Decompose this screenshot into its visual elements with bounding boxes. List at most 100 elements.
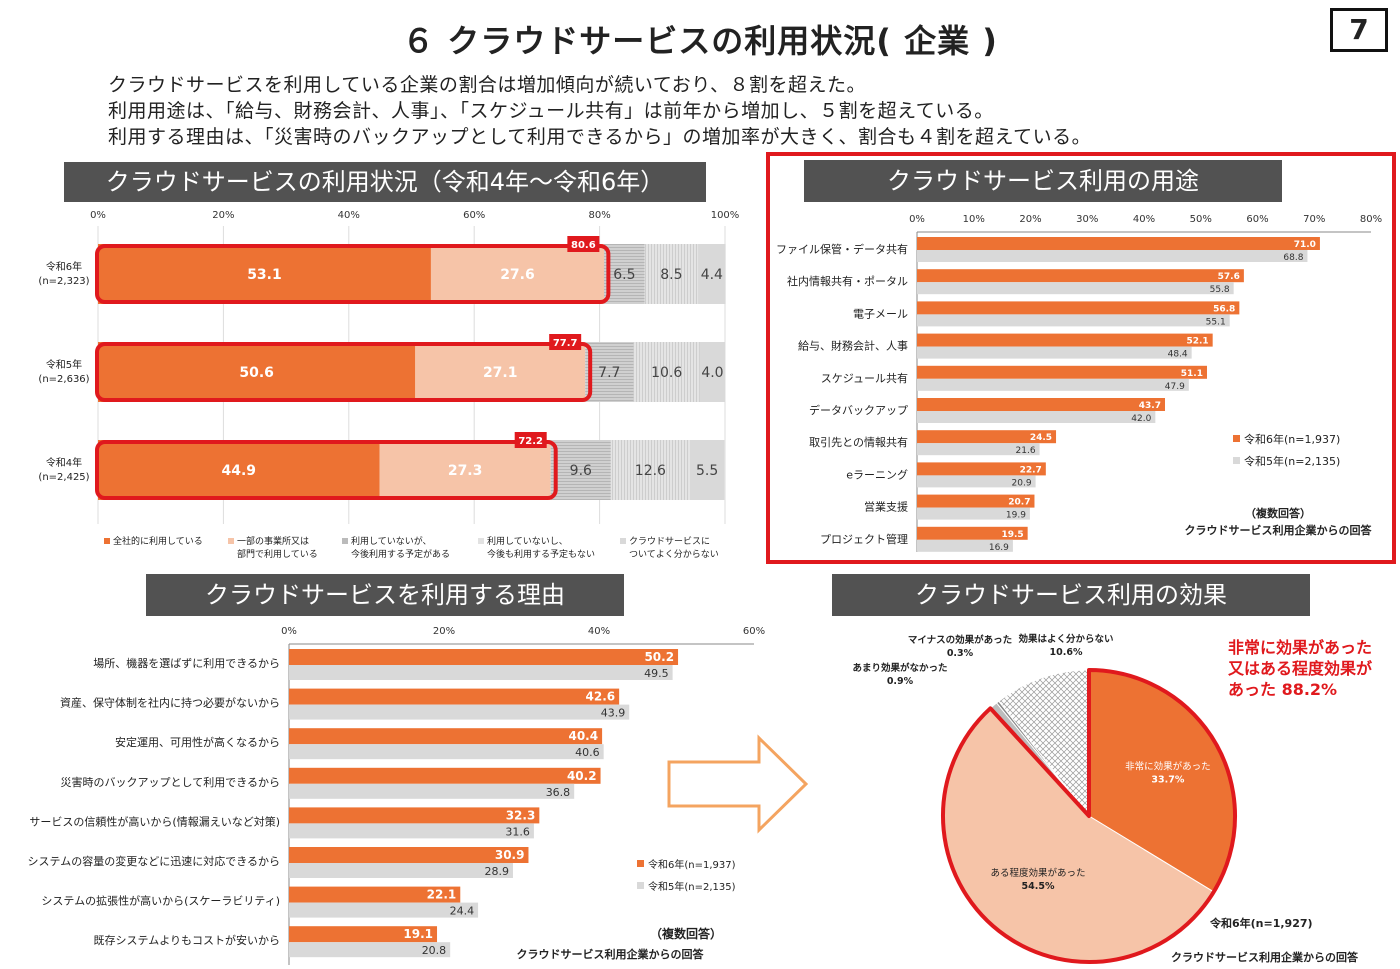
data-label-2023: 49.5 [644, 667, 669, 680]
effective-callout: 又はある程度効果が [1227, 659, 1372, 678]
bar-segment [689, 440, 725, 500]
total-badge [567, 236, 600, 252]
category-label: データバックアップ [809, 403, 908, 417]
data-label-2023: 24.4 [450, 905, 475, 918]
category-label: サービスの信頼性が高いから(情報漏えいなど対策) [29, 814, 280, 828]
bar-2024 [289, 649, 679, 665]
category-label: ファイル保管・データ共有 [776, 242, 908, 256]
legend-label: 利用していないが、 [351, 535, 432, 547]
data-label-2023: 20.8 [422, 944, 447, 957]
data-label-2024: 43.7 [1139, 401, 1161, 411]
legend-swatch-2023 [1233, 457, 1240, 464]
bar-2023 [289, 942, 451, 958]
page-number: 7 [1330, 8, 1388, 52]
legend-label: 今後利用する予定がある [351, 548, 450, 560]
category-label: 災害時のバックアップとして利用できるから [61, 775, 280, 789]
data-label-2024: 71.0 [1294, 240, 1316, 250]
x-tick-label: 40% [1133, 214, 1155, 225]
category-label: 令和6年 [46, 260, 82, 273]
category-label: 既存システムよりもコストが安いから [94, 933, 280, 947]
multiple-answer-note: （複数回答） [650, 926, 722, 941]
data-label-2023: 55.8 [1210, 285, 1230, 295]
bar-segment [585, 342, 634, 402]
summary-line-3: 利用する理由は、「災害時のバックアップとして利用できるから」の増加率が大きく、割… [108, 126, 1092, 148]
legend-label-2024: 令和6年(n=1,937) [648, 858, 736, 871]
data-label: 8.5 [660, 267, 682, 283]
legend-label: 今後も利用する予定もない [487, 548, 595, 560]
bar-segment [698, 244, 726, 304]
bar-2024 [917, 365, 1207, 379]
data-label: 6.5 [613, 267, 635, 283]
total-badge [514, 432, 547, 448]
category-label: 給与、財務会計、人事 [798, 339, 908, 353]
multiple-answer-note: （複数回答） [1245, 506, 1311, 520]
bar-2023 [917, 250, 1308, 262]
bar-segment [98, 440, 380, 500]
x-tick-label: 60% [1246, 214, 1268, 225]
category-label: システムの容量の変更などに迅速に対応できるから [28, 854, 280, 868]
legend-swatch [228, 538, 234, 544]
category-label: 資産、保守体制を社内に持つ必要がないから [60, 696, 280, 710]
data-label: 53.1 [247, 267, 282, 283]
bar-2024 [917, 494, 1035, 508]
x-tick-label: 20% [433, 626, 455, 637]
data-label: 4.4 [701, 267, 723, 283]
summary-line-2: 利用用途は、「給与、財務会計、人事」、「スケジュール共有」は前年から増加し、５割… [108, 100, 994, 122]
pie-slice [998, 669, 1090, 818]
bar-2023 [289, 665, 673, 680]
slice-label: マイナスの効果があった [908, 634, 1012, 646]
bar-2024 [917, 526, 1028, 540]
category-label: eラーニング [846, 467, 908, 481]
category-sample-size: (n=2,425) [38, 472, 89, 483]
data-label-2024: 40.4 [568, 729, 598, 743]
bar-segment [98, 244, 431, 304]
category-label: プロジェクト管理 [820, 532, 908, 546]
category-label: 電子メール [853, 307, 908, 320]
total-label: 77.7 [553, 338, 578, 349]
bar-2023 [917, 507, 1030, 520]
category-label: 営業支援 [864, 500, 908, 514]
x-tick-label: 60% [463, 210, 485, 221]
bar-2023 [289, 744, 604, 760]
slice-label: ある程度効果があった [991, 867, 1086, 879]
bar-2024 [917, 237, 1320, 250]
bar-2023 [289, 902, 479, 918]
bar-2024 [289, 728, 603, 745]
x-tick-label: 10% [963, 214, 985, 225]
category-label: 場所、機器を選ばずに利用できるから [93, 656, 280, 670]
usage-purposes-header: クラウドサービス利用の用途 [804, 160, 1282, 202]
usage-effects-header: クラウドサービス利用の効果 [832, 574, 1310, 616]
data-label-2024: 52.1 [1186, 337, 1208, 347]
data-label-2024: 20.7 [1008, 498, 1030, 508]
data-label-2023: 28.9 [484, 865, 509, 878]
bar-2024 [917, 398, 1165, 411]
data-label-2024: 42.6 [586, 690, 616, 704]
data-label: 5.5 [696, 463, 718, 479]
data-label-2023: 20.9 [1012, 478, 1032, 488]
slice-value: 33.7% [1151, 775, 1184, 786]
sample-size-label: 令和6年(n=1,927) [1209, 916, 1313, 930]
right-arrow-icon [667, 734, 809, 834]
bar-2023 [289, 704, 630, 720]
source-note: クラウドサービス利用企業からの回答 [517, 947, 705, 961]
legend-label-2024: 令和6年(n=1,937) [1244, 432, 1340, 446]
source-note: クラウドサービス利用企業からの回答 [1185, 523, 1373, 537]
data-label-2024: 19.5 [1001, 530, 1023, 540]
data-label-2024: 22.7 [1020, 465, 1042, 475]
category-label: 令和4年 [46, 456, 82, 469]
x-tick-label: 20% [1019, 214, 1041, 225]
bar-2023 [289, 783, 575, 799]
usage-effects-chart: 非常に効果があった33.7%ある程度効果があった54.5%あまり効果がなかった0… [852, 633, 1372, 964]
x-tick-label: 0% [281, 626, 297, 637]
effective-highlight-outline [941, 668, 1237, 964]
data-label-2024: 40.2 [567, 769, 597, 783]
bar-2023 [917, 443, 1040, 456]
slice-label: 非常に効果があった [1125, 761, 1211, 773]
bar-2024 [289, 688, 620, 705]
legend-label-2023: 令和5年(n=2,135) [648, 880, 736, 893]
data-label-2024: 22.1 [427, 888, 457, 902]
bar-segment [603, 244, 645, 304]
data-label-2023: 21.6 [1016, 446, 1036, 456]
usage-highlight-outline [95, 440, 558, 500]
total-label: 72.2 [518, 436, 543, 447]
